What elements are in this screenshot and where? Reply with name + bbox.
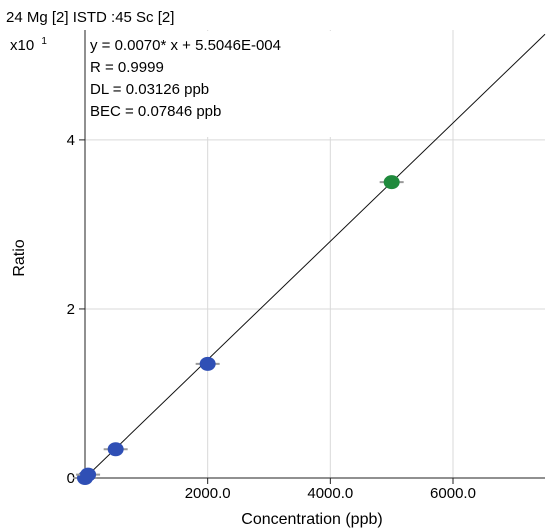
- calibration-point: [107, 442, 124, 457]
- check-point: [383, 175, 400, 190]
- y-multiplier: x10 1: [10, 36, 47, 54]
- y-tick-label: 4: [67, 132, 75, 149]
- annotation-background: [86, 31, 331, 137]
- annotation-line: y = 0.0070* x + 5.5046E-004: [90, 37, 281, 54]
- annotation-line: BEC = 0.07846 ppb: [90, 103, 221, 120]
- x-tick-label: 4000.0: [307, 485, 353, 502]
- y-multiplier-base: x10: [10, 37, 34, 54]
- data-points: [73, 175, 404, 485]
- chart-title: 24 Mg [2] ISTD :45 Sc [2]: [6, 9, 174, 26]
- x-tick-labels: 2000.0 4000.0 6000.0: [185, 478, 476, 502]
- y-tick-label: 2: [67, 301, 75, 318]
- regression-line: [84, 33, 546, 479]
- y-multiplier-exp: 1: [41, 36, 47, 47]
- annotation-line: DL = 0.03126 ppb: [90, 81, 209, 98]
- calibration-point: [199, 356, 216, 371]
- annotation-line: R = 0.9999: [90, 59, 164, 76]
- axes: [84, 30, 545, 479]
- y-tick-labels: 0 2 4: [67, 132, 85, 487]
- x-axis-label: Concentration (ppb): [241, 511, 382, 528]
- y-tick-label: 0: [67, 470, 75, 487]
- fit-line: [84, 33, 546, 479]
- x-tick-label: 2000.0: [185, 485, 231, 502]
- y-axis-label: Ratio: [11, 239, 28, 276]
- calibration-point: [80, 467, 97, 482]
- annotation-box: y = 0.0070* x + 5.5046E-004 R = 0.9999 DL …: [86, 31, 331, 137]
- x-tick-label: 6000.0: [430, 485, 476, 502]
